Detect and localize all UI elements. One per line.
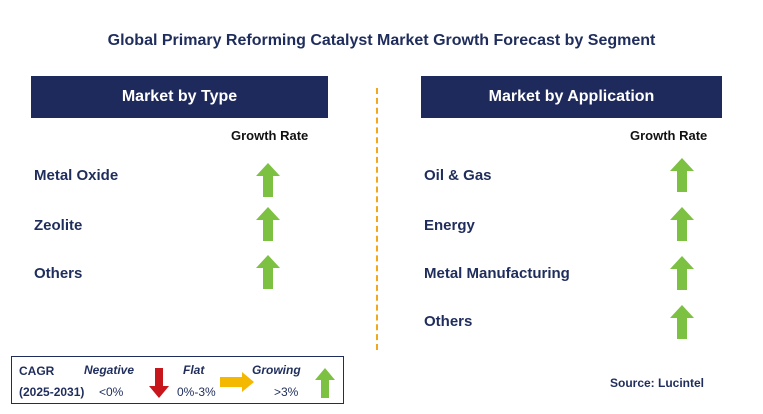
- application-row-label: Others: [424, 313, 473, 330]
- legend-flat-label: Flat: [183, 363, 205, 377]
- up-arrow-icon: [670, 158, 694, 192]
- application-row-label: Energy: [424, 217, 475, 234]
- application-row-label: Oil & Gas: [424, 167, 492, 184]
- legend-growing-label: Growing: [252, 363, 301, 377]
- panel-heading-type: Market by Type: [31, 76, 328, 118]
- up-arrow-icon: [256, 163, 280, 197]
- legend-negative-range: <0%: [99, 385, 124, 399]
- up-arrow-icon: [315, 368, 335, 398]
- up-arrow-icon: [670, 207, 694, 241]
- up-arrow-icon: [670, 305, 694, 339]
- legend-flat-range: 0%-3%: [177, 385, 216, 399]
- growth-rate-label-type: Growth Rate: [231, 128, 309, 143]
- growth-rate-label-application: Growth Rate: [630, 128, 708, 143]
- up-arrow-icon: [670, 256, 694, 290]
- legend-growing-range: >3%: [274, 385, 299, 399]
- legend-period: (2025-2031): [19, 385, 85, 399]
- right-arrow-icon: [220, 372, 254, 392]
- panel-divider: [376, 88, 378, 350]
- type-row-label: Zeolite: [34, 217, 83, 234]
- source-note: Source: Lucintel: [610, 376, 705, 390]
- legend-negative-label: Negative: [84, 363, 135, 377]
- type-row-label: Metal Oxide: [34, 167, 119, 184]
- up-arrow-icon: [256, 255, 280, 289]
- chart-title: Global Primary Reforming Catalyst Market…: [107, 32, 656, 49]
- panel-heading-application: Market by Application: [421, 76, 722, 118]
- type-row-label: Others: [34, 265, 83, 282]
- up-arrow-icon: [256, 207, 280, 241]
- legend-cagr-label: CAGR: [19, 364, 55, 378]
- down-arrow-icon: [149, 368, 169, 398]
- application-row-label: Metal Manufacturing: [424, 265, 570, 282]
- legend-box: CAGR (2025-2031) Negative <0% Flat 0%-3%…: [11, 356, 344, 404]
